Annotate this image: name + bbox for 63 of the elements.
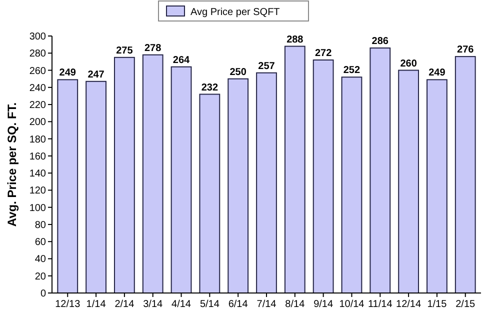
y-tick-label: 220	[29, 100, 46, 112]
y-tick-label: 60	[34, 237, 46, 248]
x-tick-label: 10/14	[339, 299, 365, 310]
x-tick-label: 7/14	[256, 299, 277, 310]
bar	[341, 76, 362, 294]
y-tick-label: 160	[29, 151, 46, 162]
bar	[256, 72, 277, 294]
bar	[199, 94, 220, 294]
legend-label: Avg Price per SQFT	[190, 7, 280, 18]
x-tick-label: 5/14	[200, 299, 220, 310]
x-tick-label: 1/14	[86, 299, 106, 310]
x-tick-label: 11/14	[368, 299, 393, 310]
data-label: 272	[314, 48, 332, 59]
data-label: 264	[172, 54, 190, 66]
data-label: 257	[258, 60, 276, 72]
y-tick-label: 100	[29, 202, 46, 214]
data-label: 278	[144, 42, 162, 54]
bar	[114, 56, 135, 294]
bar	[284, 46, 306, 294]
y-axis-title: Avg. Price per SQ. FT.	[5, 102, 19, 227]
bar	[86, 80, 106, 294]
y-tick-label: 260	[29, 66, 46, 77]
y-tick-label: 300	[29, 32, 46, 42]
x-tick-label: 2/15	[456, 299, 476, 310]
x-tick-label: 4/14	[172, 299, 192, 310]
y-tick-label: 200	[29, 117, 46, 128]
bar	[228, 78, 249, 294]
bar	[370, 47, 391, 294]
y-tick-label: 20	[34, 271, 46, 282]
y-tick-label: 240	[29, 82, 46, 94]
bar	[398, 70, 419, 294]
x-tick-label: 2/14	[114, 299, 135, 310]
data-label: 286	[372, 36, 389, 47]
y-tick-label: 80	[34, 220, 46, 231]
data-label: 250	[230, 66, 247, 78]
data-label: 249	[59, 68, 76, 79]
data-label: 288	[286, 34, 304, 46]
x-tick-label: 12/13	[55, 299, 81, 310]
data-label: 276	[457, 44, 474, 56]
data-label: 249	[428, 68, 446, 79]
bar	[454, 56, 476, 294]
data-label: 232	[201, 82, 218, 94]
x-tick-label: 12/14	[396, 299, 422, 310]
x-tick-label: 9/14	[314, 299, 334, 310]
bar	[426, 79, 448, 294]
x-tick-label: 1/15	[427, 299, 448, 310]
data-label: 275	[116, 45, 134, 56]
data-label: 252	[343, 65, 361, 76]
data-label: 260	[400, 58, 418, 70]
y-tick-label: 0	[40, 288, 46, 300]
bar	[57, 79, 78, 294]
bar	[170, 66, 192, 294]
y-tick-label: 180	[29, 134, 46, 146]
bar	[142, 54, 164, 294]
data-label: 247	[88, 69, 105, 80]
y-tick-label: 280	[29, 48, 46, 60]
x-tick-label: 3/14	[143, 299, 164, 310]
y-tick-label: 40	[34, 254, 46, 266]
bar	[312, 59, 334, 294]
x-tick-label: 8/14	[285, 299, 306, 310]
x-tick-label: 6/14	[228, 299, 248, 310]
y-tick-label: 120	[29, 186, 46, 197]
y-tick-label: 140	[29, 168, 46, 180]
